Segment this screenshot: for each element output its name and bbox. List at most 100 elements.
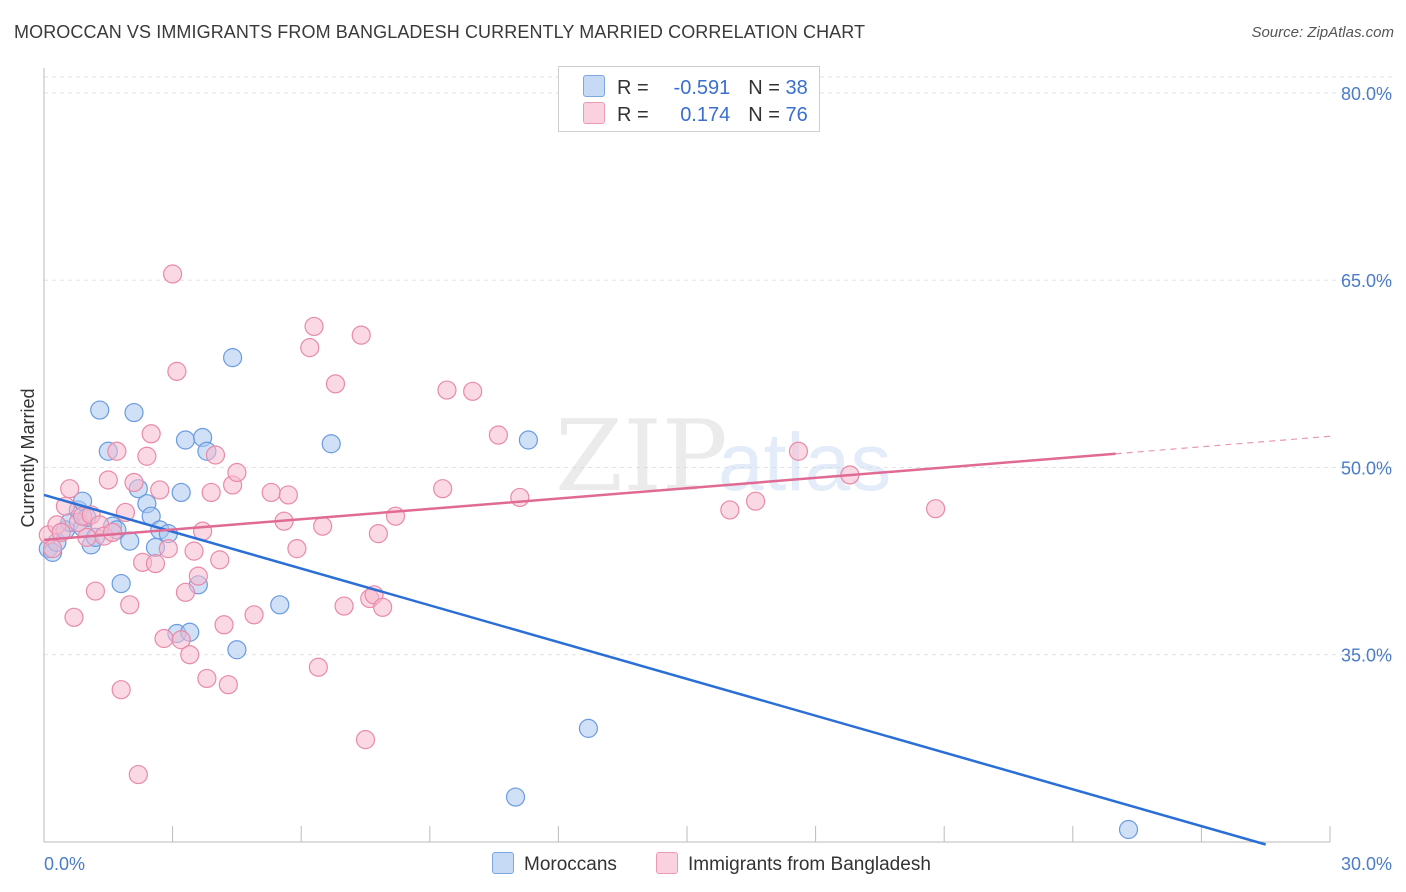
data-point [505,787,526,807]
trend-lines [43,435,1331,846]
data-point [163,264,183,284]
data-point [150,480,170,500]
data-point [201,482,221,503]
data-point [98,470,118,490]
data-point [745,491,766,511]
data-point [788,441,809,461]
y-tick-label: 50.0% [1341,458,1392,478]
data-point [205,445,226,465]
data-point [334,596,354,616]
legend-r-label: R = [617,104,649,126]
data-point [158,539,178,559]
data-point [145,554,166,574]
correlation-legend: R = -0.591 N = 38 R = 0.174 N = 76 [558,66,820,132]
legend-swatch-moroccans [583,75,605,97]
data-point [1118,819,1139,840]
data-point [171,630,191,650]
data-point [308,657,328,677]
data-point [300,338,320,358]
data-point [85,581,106,601]
data-point [90,400,110,420]
data-point [120,595,140,615]
grid-lines [44,76,1392,656]
data-point [64,607,84,627]
data-point [373,597,393,617]
data-point [368,524,388,544]
data-point [488,425,508,445]
data-point [60,479,80,499]
trend-line [43,452,1116,542]
data-point [351,325,371,345]
data-point [175,582,196,602]
series-legend-swatch [492,852,514,874]
data-point [124,472,144,493]
data-point [154,628,174,649]
legend-row-bangladesh: R = 0.174 N = 76 [583,102,808,127]
data-point [171,482,191,503]
data-point [578,718,599,738]
data-point [437,380,457,400]
data-point [102,522,123,543]
data-point [433,479,453,499]
data-point [385,506,406,526]
series-legend-swatch [656,852,678,874]
y-tick-label: 65.0% [1341,271,1392,291]
data-point [287,539,307,559]
data-point [197,668,217,689]
data-point [926,499,946,519]
y-tick-label: 35.0% [1341,646,1392,666]
data-point [313,516,333,536]
data-point [214,615,234,635]
legend-r-value: 0.174 [680,104,731,126]
watermark: ZIP atlas [555,400,891,514]
data-point [270,595,290,615]
data-point [261,482,281,503]
data-point [720,500,740,520]
data-point [510,487,530,508]
data-point [111,573,131,594]
watermark-zip: ZIP [555,400,728,514]
tick-labels: 35.0% 50.0% 65.0% 80.0% 0.0% 30.0% [44,84,1392,874]
data-point [42,539,63,559]
data-point [223,348,243,368]
data-point [278,485,298,505]
data-point [124,402,144,423]
axes [43,68,1331,843]
data-point [325,374,346,394]
legend-swatch-bangladesh [583,102,605,124]
series-legend-moroccans: Moroccans [492,852,617,876]
trend-line-extension [1115,435,1331,455]
data-point [321,434,341,454]
trend-line [43,493,1267,846]
y-axis-label: Currently Married [18,388,38,527]
data-point [304,316,324,337]
legend-r-value: -0.591 [673,77,731,99]
y-tick-label: 80.0% [1341,84,1392,104]
series-legend-label: Immigrants from Bangladesh [688,854,931,875]
legend-n-value: 76 [785,104,808,126]
data-point [180,645,200,665]
legend-n-label: N = [748,77,780,99]
data-point [120,531,140,551]
data-point [167,361,187,381]
legend-n-label: N = [748,104,780,126]
data-point [111,680,131,700]
data-point [188,566,208,586]
legend-r-label: R = [617,77,649,99]
x-tick-label: 30.0% [1341,854,1392,874]
source-label: Source: ZipAtlas.com [1251,24,1394,41]
data-point [137,446,157,466]
series-bangladesh-points [38,264,946,785]
data-point [141,424,161,444]
data-point [210,550,230,570]
data-point [518,430,538,450]
data-point [218,675,238,695]
watermark-atlas: atlas [718,417,891,508]
data-point [184,541,204,561]
data-point [175,430,196,450]
data-point [107,441,127,461]
series-legend-label: Moroccans [524,854,617,875]
x-tick-label: 0.0% [44,854,85,874]
data-point [128,764,148,785]
